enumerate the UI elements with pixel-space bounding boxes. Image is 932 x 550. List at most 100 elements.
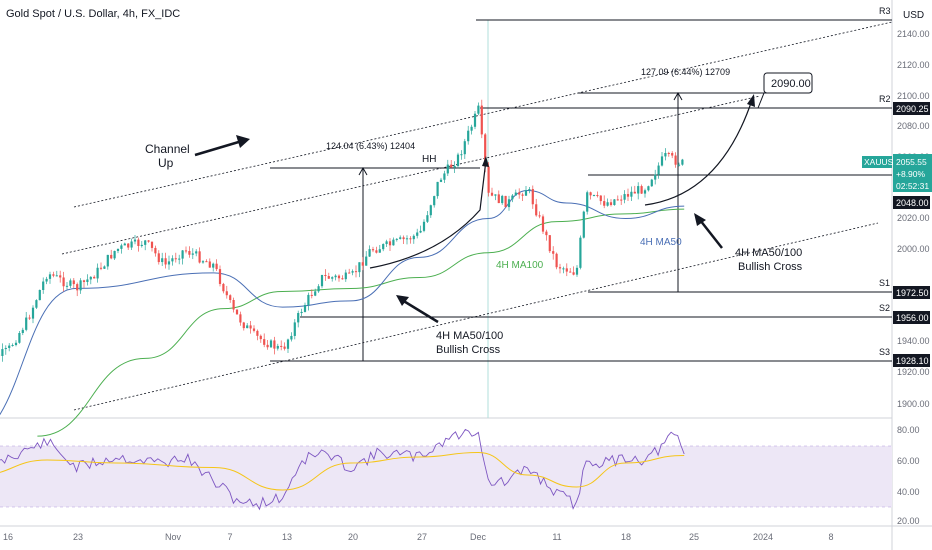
candle-body[interactable] (201, 261, 205, 263)
candle-body[interactable] (106, 254, 109, 267)
candle-body[interactable] (96, 267, 99, 279)
candle-body[interactable] (378, 249, 381, 253)
candle-body[interactable] (409, 238, 412, 240)
candle-body[interactable] (45, 278, 48, 282)
candle-body[interactable] (463, 141, 466, 155)
candle-body[interactable] (120, 245, 123, 249)
candle-body[interactable] (497, 194, 500, 204)
candle-body[interactable] (215, 263, 218, 270)
candle-body[interactable] (195, 251, 198, 254)
candle-body[interactable] (31, 307, 35, 319)
candle-body[interactable] (198, 251, 201, 263)
candle-body[interactable] (368, 249, 371, 257)
candle-body[interactable] (664, 152, 667, 157)
candle-body[interactable] (225, 291, 228, 296)
candle-body[interactable] (385, 241, 388, 245)
candle-body[interactable] (371, 249, 375, 251)
candle-body[interactable] (569, 271, 572, 273)
candle-body[interactable] (218, 269, 222, 284)
candle-body[interactable] (14, 342, 18, 346)
candle-body[interactable] (545, 231, 548, 236)
candle-body[interactable] (446, 164, 449, 174)
projection-curve-arrow[interactable] (644, 99, 753, 206)
candle-body[interactable] (324, 274, 327, 277)
candle-body[interactable] (188, 250, 191, 255)
candle-body[interactable] (484, 134, 487, 167)
candle-body[interactable] (514, 192, 517, 196)
candle-body[interactable] (422, 221, 426, 231)
candle-body[interactable] (266, 344, 269, 348)
candle-body[interactable] (65, 285, 69, 287)
candle-body[interactable] (552, 251, 555, 254)
candle-body[interactable] (348, 272, 351, 274)
candle-body[interactable] (8, 345, 11, 348)
candle-body[interactable] (592, 195, 596, 197)
candle-body[interactable] (1, 349, 4, 356)
candle-body[interactable] (426, 215, 429, 222)
candle-body[interactable] (161, 258, 164, 263)
candle-body[interactable] (334, 275, 337, 278)
candle-body[interactable] (249, 325, 252, 329)
candle-body[interactable] (303, 304, 307, 312)
candle-body[interactable] (456, 154, 460, 166)
candle-body[interactable] (507, 199, 511, 208)
candle-body[interactable] (212, 263, 215, 268)
candle-body[interactable] (341, 278, 344, 280)
candle-body[interactable] (280, 345, 283, 347)
candle-body[interactable] (419, 230, 422, 233)
candle-body[interactable] (86, 279, 89, 282)
candle-body[interactable] (460, 154, 463, 156)
candle-body[interactable] (477, 105, 480, 114)
candle-body[interactable] (562, 268, 565, 270)
candle-body[interactable] (399, 237, 402, 239)
candle-body[interactable] (48, 274, 52, 279)
candle-body[interactable] (276, 345, 279, 349)
ma50-line[interactable] (0, 190, 685, 437)
candle-body[interactable] (127, 243, 130, 248)
candle-body[interactable] (487, 166, 490, 193)
candle-body[interactable] (164, 258, 167, 265)
candle-body[interactable] (263, 339, 266, 345)
candle-body[interactable] (123, 243, 126, 246)
candle-body[interactable] (623, 194, 626, 200)
candle-body[interactable] (273, 340, 276, 349)
candle-body[interactable] (232, 299, 235, 310)
candle-body[interactable] (535, 204, 538, 216)
candle-body[interactable] (89, 276, 92, 280)
candle-body[interactable] (25, 317, 28, 330)
candle-body[interactable] (42, 281, 45, 291)
hh-curve-arrow[interactable] (369, 159, 487, 269)
candle-body[interactable] (439, 179, 443, 182)
candle-body[interactable] (613, 199, 616, 205)
candle-body[interactable] (473, 113, 477, 127)
candle-body[interactable] (677, 164, 681, 166)
candle-body[interactable] (327, 276, 330, 279)
candle-body[interactable] (140, 244, 143, 246)
candle-body[interactable] (630, 191, 633, 197)
candle-body[interactable] (494, 194, 497, 196)
candle-body[interactable] (599, 195, 602, 202)
candle-body[interactable] (144, 240, 147, 245)
candle-body[interactable] (388, 241, 392, 246)
candle-body[interactable] (647, 186, 650, 191)
candle-body[interactable] (208, 261, 211, 268)
candle-body[interactable] (93, 276, 96, 279)
candle-body[interactable] (450, 164, 453, 168)
candle-body[interactable] (137, 239, 140, 246)
channel-up-arrow[interactable] (194, 139, 243, 157)
candle-body[interactable] (310, 294, 313, 296)
candle-body[interactable] (674, 155, 677, 165)
candle-body[interactable] (354, 271, 358, 273)
candle-body[interactable] (616, 199, 619, 201)
candle-body[interactable] (55, 275, 58, 277)
candle-body[interactable] (331, 277, 334, 279)
candle-body[interactable] (116, 248, 120, 251)
candle-body[interactable] (317, 286, 320, 292)
candle-body[interactable] (351, 271, 354, 273)
candle-body[interactable] (171, 258, 174, 262)
candle-body[interactable] (293, 322, 296, 336)
candle-body[interactable] (575, 267, 579, 275)
candle-body[interactable] (28, 317, 31, 319)
candle-body[interactable] (582, 211, 585, 238)
